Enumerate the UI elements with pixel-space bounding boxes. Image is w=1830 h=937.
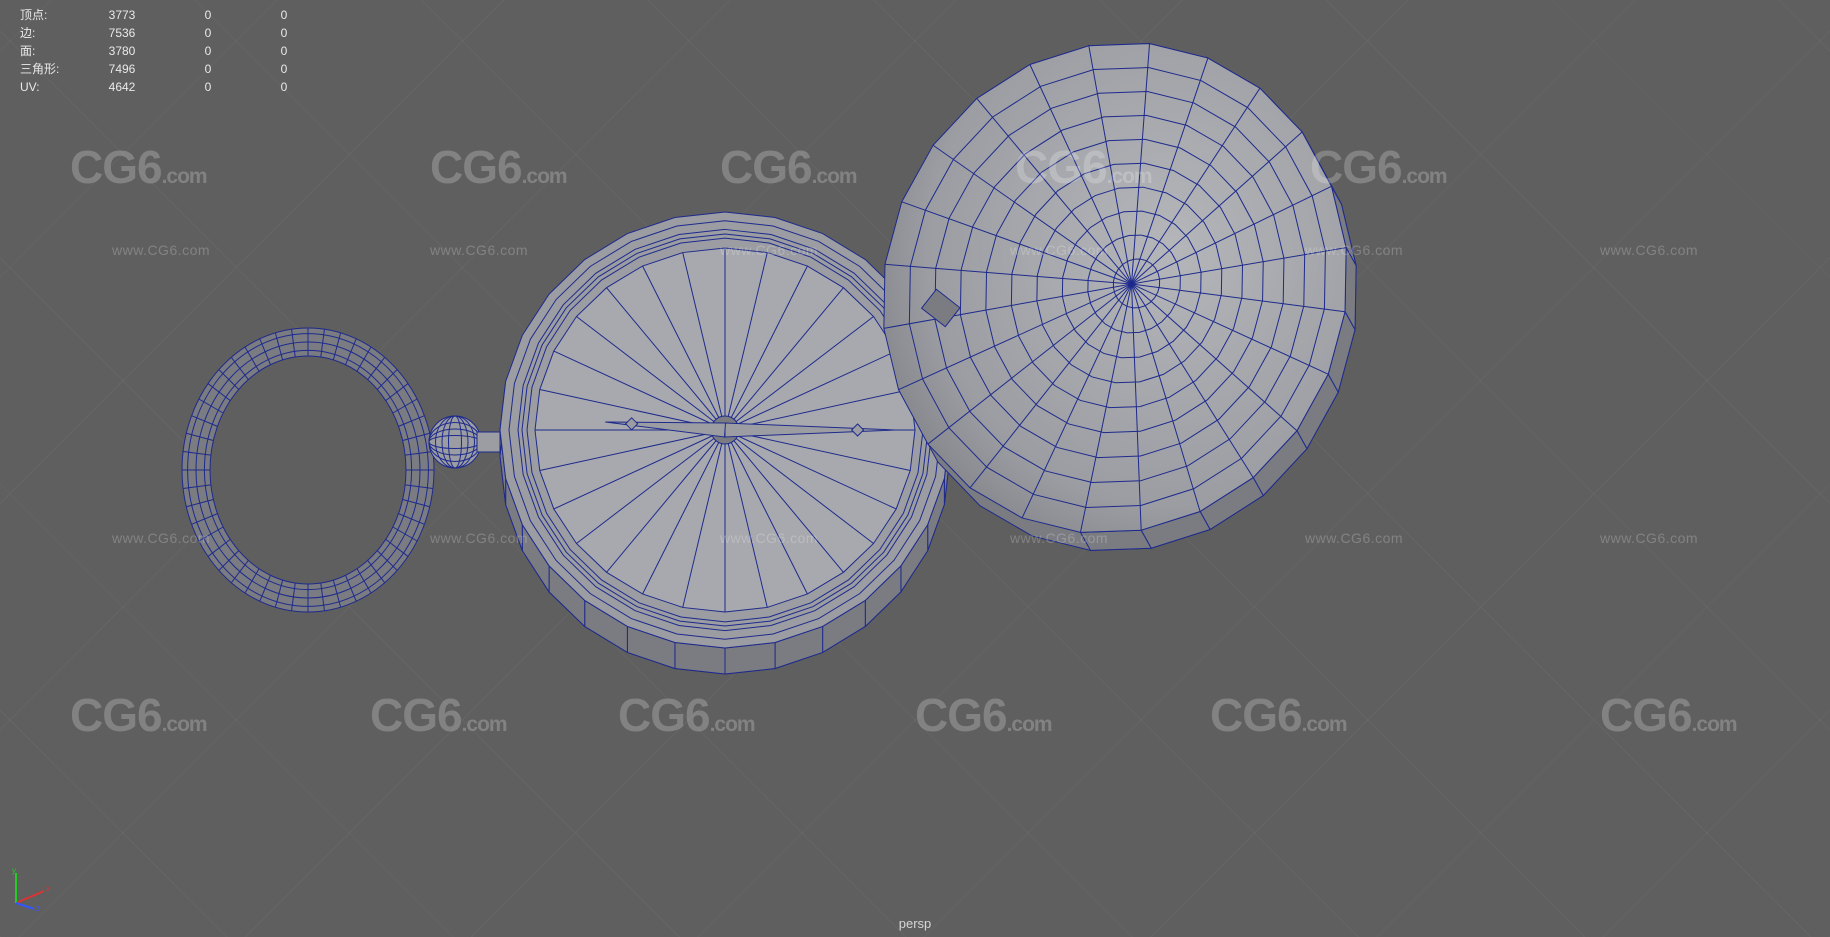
hud-row: 三角形:749600 xyxy=(20,60,309,78)
hud-value: 0 xyxy=(157,24,233,42)
viewport[interactable] xyxy=(0,0,1830,937)
polycount-hud: 顶点:377300边:753600面:378000三角形:749600UV:46… xyxy=(20,6,309,96)
hud-value: 0 xyxy=(157,42,233,60)
hud-value: 0 xyxy=(233,78,309,96)
wireframe-model xyxy=(0,0,1830,937)
hud-value: 0 xyxy=(233,42,309,60)
hud-value: 0 xyxy=(157,60,233,78)
hud-value: 7496 xyxy=(81,60,157,78)
hud-row: UV:464200 xyxy=(20,78,309,96)
hud-label: UV: xyxy=(20,78,81,96)
hud-row: 面:378000 xyxy=(20,42,309,60)
hud-value: 0 xyxy=(233,24,309,42)
hud-value: 0 xyxy=(157,6,233,24)
svg-text:x: x xyxy=(46,884,50,893)
hud-value: 4642 xyxy=(81,78,157,96)
axis-gizmo[interactable]: x y z xyxy=(8,865,54,911)
svg-text:z: z xyxy=(36,904,40,911)
hud-value: 3780 xyxy=(81,42,157,60)
camera-name-label: persp xyxy=(0,916,1830,931)
hud-label: 边: xyxy=(20,24,81,42)
hud-value: 0 xyxy=(233,60,309,78)
hud-value: 0 xyxy=(157,78,233,96)
hud-label: 顶点: xyxy=(20,6,81,24)
hud-value: 3773 xyxy=(81,6,157,24)
hud-row: 边:753600 xyxy=(20,24,309,42)
hud-value: 0 xyxy=(233,6,309,24)
hud-value: 7536 xyxy=(81,24,157,42)
hud-label: 三角形: xyxy=(20,60,81,78)
svg-text:y: y xyxy=(12,866,16,875)
hud-label: 面: xyxy=(20,42,81,60)
hud-row: 顶点:377300 xyxy=(20,6,309,24)
